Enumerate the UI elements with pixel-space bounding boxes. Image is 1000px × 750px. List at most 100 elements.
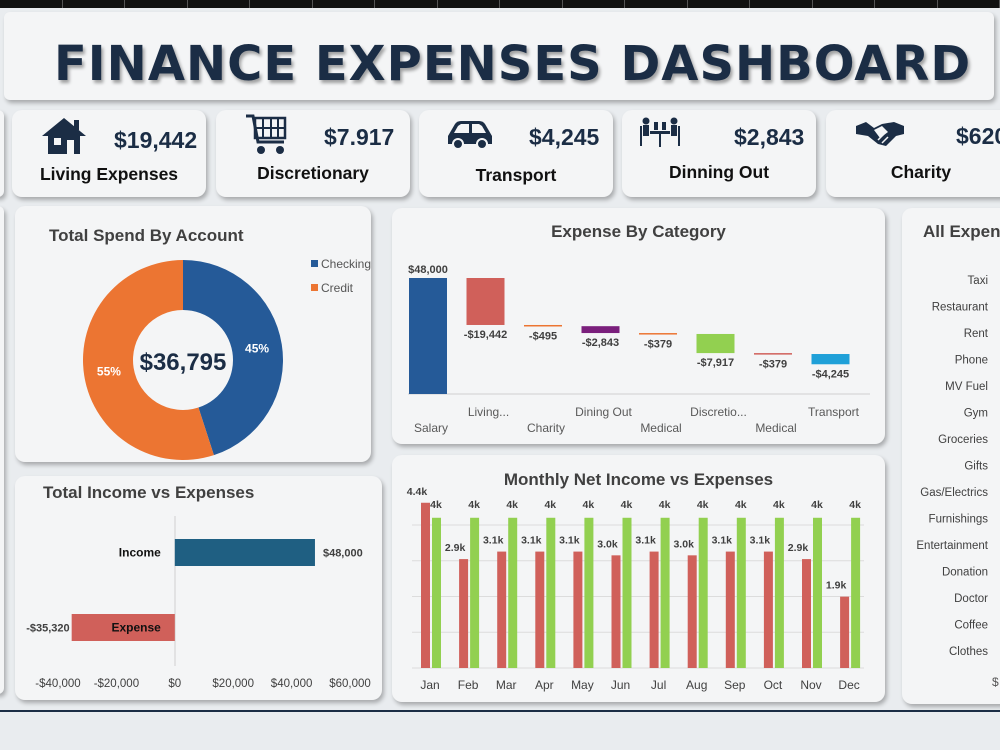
shopping-cart-icon	[246, 114, 287, 154]
waterfall-bar[interactable]	[466, 278, 505, 325]
expense-bar[interactable]	[840, 596, 850, 668]
income-value-label: 4k	[430, 499, 442, 511]
category-axis-label: Gifts	[964, 461, 988, 473]
kpi-value: $19,442	[114, 127, 198, 153]
kpi-value: $7.917	[324, 124, 395, 150]
income-value-label: 4k	[468, 499, 480, 511]
income-value-label: 4k	[735, 499, 747, 511]
month-tick-label: Apr	[535, 678, 554, 692]
waterfall-value-label: -$4,245	[812, 368, 849, 380]
expense-bar[interactable]	[725, 551, 735, 668]
income-bar[interactable]	[508, 517, 518, 668]
expense-bar[interactable]	[459, 559, 469, 668]
category-axis-label: Phone	[955, 355, 988, 367]
expense-value-label: 1.9k	[826, 580, 847, 592]
donut-slice-credit[interactable]	[82, 260, 214, 461]
expense-value-label: 3.1k	[712, 535, 733, 547]
month-tick-label: Aug	[686, 678, 707, 692]
kpi-card-discretionary[interactable]: $7.917 Discretionary	[216, 110, 410, 197]
kpi-card-dinning-out[interactable]: $2,843 Dinning Out	[622, 110, 816, 197]
panel-spend-by-account: Total Spend By Account 45% 55% $36,795 Ch…	[15, 206, 371, 462]
income-bar[interactable]	[698, 517, 708, 668]
kpi-label: Discretionary	[257, 163, 369, 183]
waterfall-value-label: -$2,843	[582, 337, 619, 349]
bar-category-label: Income	[119, 546, 161, 560]
category-axis-label: Rent	[964, 328, 989, 340]
month-tick-label: Oct	[764, 678, 783, 692]
income-bar[interactable]	[622, 517, 632, 668]
expense-bar[interactable]	[611, 555, 621, 668]
waterfall-category-label: Charity	[527, 421, 565, 435]
kpi-value: $620	[956, 123, 1000, 149]
income-bar[interactable]	[774, 517, 784, 668]
dashboard-title: FINANCE EXPENSES DASHBOARD	[54, 36, 972, 92]
waterfall-bar[interactable]	[409, 278, 447, 394]
category-axis-label: Doctor	[954, 593, 988, 605]
legend-label-checking: Checking	[321, 257, 371, 271]
income-bar[interactable]	[470, 517, 480, 668]
income-value-label: 4k	[544, 499, 556, 511]
income-bar[interactable]	[584, 517, 594, 668]
donut-slice-checking[interactable]	[183, 260, 283, 456]
waterfall-value-label: -$495	[529, 330, 557, 342]
expense-bar[interactable]	[802, 559, 811, 668]
income-bar[interactable]	[432, 517, 441, 668]
category-axis-label: Clothes	[949, 646, 988, 658]
month-tick-label: Jul	[651, 678, 666, 692]
partial-panel-left	[0, 206, 4, 694]
panel-income-vs-expenses: Total Income vs Expenses Income $48,000 Ex…	[15, 476, 382, 700]
expense-bar[interactable]	[763, 551, 773, 668]
legend-label-credit: Credit	[321, 281, 354, 295]
month-tick-label: Nov	[800, 678, 821, 692]
kpi-card-living-expenses[interactable]: $19,442 Living Expenses	[12, 110, 206, 197]
all-expenses-chart: Taxi Restaurant Rent Phone MV Fuel Gym Groceri…	[916, 275, 999, 689]
income-value-label: 4k	[849, 499, 861, 511]
expense-bar[interactable]	[497, 551, 507, 668]
waterfall-chart: $48,000 Salary -$19,442 Living... -$495 Chari…	[408, 264, 870, 435]
expense-value-label: 3.1k	[521, 535, 542, 547]
expense-value-label: 3.1k	[750, 535, 771, 547]
panel-title: Expense By Category	[551, 222, 726, 241]
income-bar[interactable]	[546, 517, 556, 668]
donut-slice-label: 55%	[97, 365, 121, 379]
month-tick-label: Dec	[838, 678, 859, 692]
waterfall-category-label: Dining Out	[575, 405, 632, 419]
axis-label-partial: $	[992, 675, 999, 689]
handshake-icon	[856, 122, 904, 146]
category-axis-label: Groceries	[938, 434, 988, 446]
expense-value-label: 3.1k	[559, 535, 580, 547]
income-value-label: 4k	[621, 499, 633, 511]
income-bar[interactable]	[851, 517, 861, 668]
kpi-label: Transport	[475, 165, 557, 185]
income-bar[interactable]	[660, 517, 670, 668]
expense-bar[interactable]	[535, 551, 545, 668]
bar-income[interactable]	[174, 539, 315, 566]
panel-title: Total Income vs Expenses	[43, 483, 255, 502]
income-bar[interactable]	[813, 517, 822, 668]
waterfall-bar[interactable]	[524, 324, 562, 327]
income-bar[interactable]	[736, 517, 746, 668]
house-icon	[42, 118, 86, 154]
legend: Checking Credit	[311, 257, 371, 295]
waterfall-bar[interactable]	[696, 333, 735, 354]
waterfall-bar[interactable]	[754, 353, 792, 355]
kpi-label: Living Expenses	[39, 164, 179, 184]
expense-bar[interactable]	[421, 502, 430, 668]
expense-bar[interactable]	[687, 555, 697, 668]
month-tick-label: May	[571, 678, 594, 692]
waterfall-bar[interactable]	[581, 326, 620, 334]
x-tick-label: $60,000	[329, 678, 371, 690]
waterfall-bar[interactable]	[811, 354, 850, 365]
kpi-card-charity[interactable]: $620 Charity	[826, 110, 1000, 197]
expense-value-label: 4.4k	[407, 486, 428, 498]
kpi-label: Charity	[890, 162, 952, 182]
waterfall-value-label: -$379	[644, 339, 672, 351]
expense-bar[interactable]	[649, 551, 659, 668]
waterfall-bar[interactable]	[639, 333, 677, 335]
kpi-card-transport[interactable]: $4,245 Transport	[419, 110, 613, 197]
bar-expense[interactable]	[71, 614, 175, 641]
category-axis-label: Gym	[964, 408, 988, 420]
expense-value-label: 3.0k	[673, 538, 694, 550]
expense-bar[interactable]	[573, 551, 583, 668]
month-tick-label: Jun	[611, 678, 630, 692]
